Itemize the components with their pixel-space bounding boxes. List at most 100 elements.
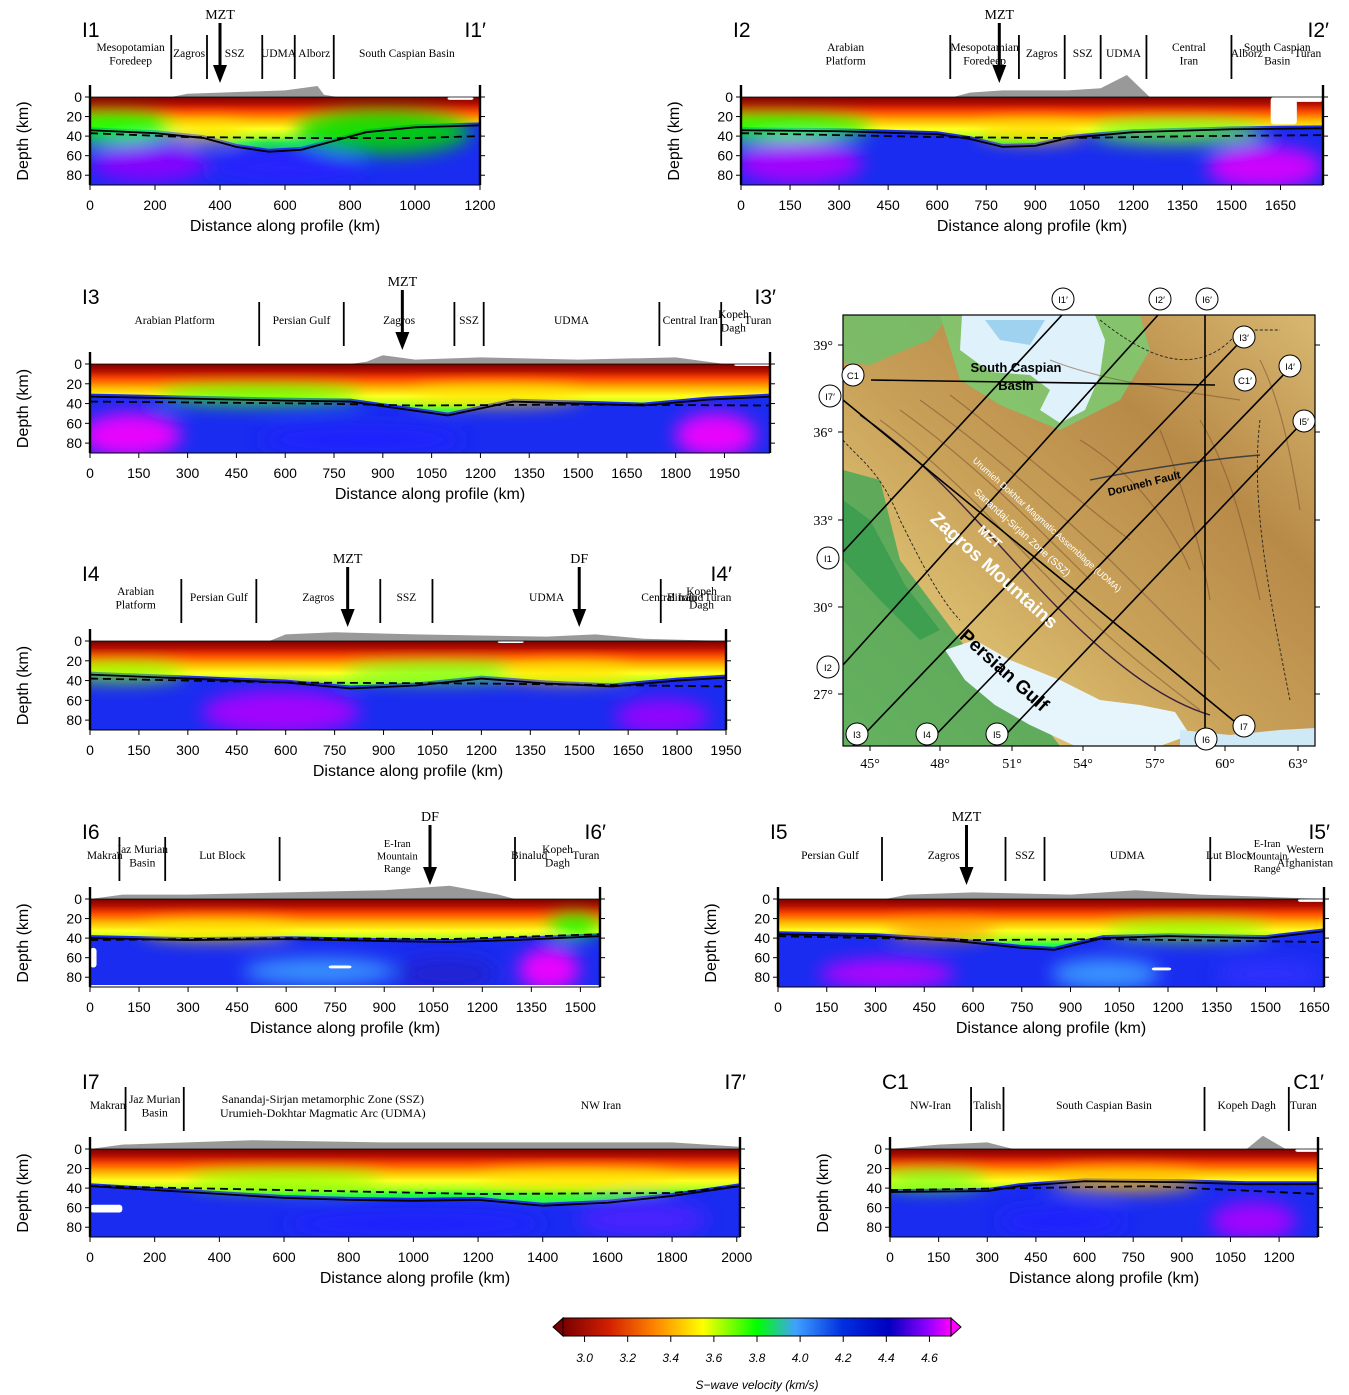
arrow-head-icon xyxy=(213,65,227,83)
x-axis-label: Distance along profile (km) xyxy=(335,486,525,503)
lon-tick-label: 60° xyxy=(1215,757,1235,772)
x-tick-label: 1050 xyxy=(1215,1249,1246,1265)
region-label: Basin xyxy=(142,1108,168,1120)
y-tick-label: 20 xyxy=(66,376,82,392)
velocity-anomaly-2 xyxy=(887,921,997,939)
map-label-basin: Basin xyxy=(998,378,1033,393)
region-label: Mesopotamian xyxy=(96,42,165,54)
x-tick-label: 1500 xyxy=(1250,999,1281,1015)
velocity-anomaly-1 xyxy=(243,957,396,985)
x-tick-label: 600 xyxy=(274,465,298,481)
y-tick-label: 80 xyxy=(66,167,82,183)
y-tick-label: 20 xyxy=(66,109,82,125)
y-tick-label: 0 xyxy=(74,891,82,907)
x-tick-label: 600 xyxy=(274,742,298,758)
x-tick-label: 450 xyxy=(1024,1249,1048,1265)
profile-end-label: I6 xyxy=(1202,735,1210,746)
moho-line xyxy=(740,127,1324,148)
x-tick-label: 0 xyxy=(86,999,94,1015)
x-tick-label: 1650 xyxy=(1299,999,1330,1015)
x-tick-label: 900 xyxy=(373,999,397,1015)
x-tick-label: 1050 xyxy=(418,999,449,1015)
x-tick-label: 300 xyxy=(827,197,851,213)
x-tick-label: 1500 xyxy=(1216,197,1247,213)
map-borders xyxy=(843,319,1291,701)
profile-end-label: I4′ xyxy=(1285,362,1295,373)
velocity-anomaly-4 xyxy=(413,386,583,405)
profile-end-label: C1′ xyxy=(1238,376,1252,387)
x-tick-label: 1200 xyxy=(1118,197,1149,213)
region-label: NW-Iran xyxy=(910,1100,951,1112)
x-tick-label: 150 xyxy=(127,742,151,758)
y-tick-label: 0 xyxy=(74,633,82,649)
profile-name-end: I3′ xyxy=(755,286,777,309)
profile-end-label: I5′ xyxy=(1299,417,1309,428)
lon-tick-label: 48° xyxy=(930,757,950,772)
y-tick-label: 80 xyxy=(66,969,82,985)
velocity-anomaly-0 xyxy=(187,1171,383,1189)
region-label: South Caspian xyxy=(1244,42,1311,54)
profile-name-start: I2 xyxy=(733,19,751,42)
velocity-anomaly-1 xyxy=(614,698,711,730)
x-tick-label: 750 xyxy=(322,465,346,481)
colorbar-gradient xyxy=(562,1317,952,1337)
profile-name-end: C1′ xyxy=(1293,1071,1324,1094)
map-persian-gulf xyxy=(945,640,1190,746)
y-tick-label: 20 xyxy=(66,653,82,669)
x-tick-label: 900 xyxy=(1024,197,1048,213)
x-tick-label: 150 xyxy=(927,1249,951,1265)
lat-tick-label: 33° xyxy=(813,514,833,529)
region-label: Urumieh-Dokhtar Magmatic Arc (UDMA) xyxy=(220,1106,426,1120)
x-tick-label: 1350 xyxy=(516,999,547,1015)
region-label: Jaz Murian xyxy=(129,1094,181,1106)
y-axis-label: Depth (km) xyxy=(703,903,720,982)
y-tick-label: 0 xyxy=(874,1141,882,1157)
y-tick-label: 80 xyxy=(717,167,733,183)
x-tick-label: 150 xyxy=(815,999,839,1015)
blank-area-1 xyxy=(1151,967,1172,971)
y-tick-label: 40 xyxy=(66,673,82,689)
x-tick-label: 1800 xyxy=(657,1249,688,1265)
region-label: Makran xyxy=(87,850,123,862)
colorbar-tick-label: 4.2 xyxy=(835,1351,852,1365)
x-tick-label: 600 xyxy=(272,1249,296,1265)
x-tick-label: 1950 xyxy=(710,742,741,758)
velocity-image-C1 xyxy=(890,1149,1318,1237)
velocity-anomaly-3 xyxy=(207,152,363,183)
region-label: SSZ xyxy=(1015,850,1035,862)
profile-end-marker xyxy=(1278,354,1302,378)
x-tick-label: 1000 xyxy=(398,1249,429,1265)
region-label: E-Iran xyxy=(1254,839,1282,850)
map-lowland-west xyxy=(843,470,1060,746)
region-label: Dagh xyxy=(689,600,714,612)
arrow-head-icon xyxy=(423,867,437,885)
y-tick-label: 60 xyxy=(754,950,770,966)
arrow-head-icon xyxy=(959,867,974,885)
x-tick-label: 1200 xyxy=(1264,1249,1295,1265)
region-label: Binalud xyxy=(667,592,704,604)
region-label: SSZ xyxy=(225,48,245,60)
profile-end-marker xyxy=(1232,714,1256,738)
profile-name-start: I7 xyxy=(82,1071,100,1094)
region-label: Central xyxy=(1172,42,1206,54)
region-label: Mountain xyxy=(377,852,419,863)
region-label: Platform xyxy=(826,56,866,68)
profile-end-marker xyxy=(816,546,840,570)
profile-name-start: I6 xyxy=(82,821,100,844)
x-tick-label: 1350 xyxy=(514,465,545,481)
region-label: UDMA xyxy=(529,592,565,604)
region-label: Dagh xyxy=(545,858,570,870)
velocity-anomaly-2 xyxy=(285,1210,545,1237)
moho-line xyxy=(89,1185,741,1207)
y-tick-label: 40 xyxy=(66,930,82,946)
y-tick-label: 40 xyxy=(717,128,733,144)
y-tick-label: 80 xyxy=(66,435,82,451)
lon-tick-label: 57° xyxy=(1145,757,1165,772)
reference-moho-line xyxy=(740,132,1324,139)
y-axis-label: Depth (km) xyxy=(15,369,32,448)
velocity-anomaly-0 xyxy=(90,112,178,144)
blank-area-0 xyxy=(497,641,524,643)
x-tick-label: 1200 xyxy=(462,1249,493,1265)
lat-tick-label: 27° xyxy=(813,688,833,703)
x-tick-label: 1650 xyxy=(611,465,642,481)
